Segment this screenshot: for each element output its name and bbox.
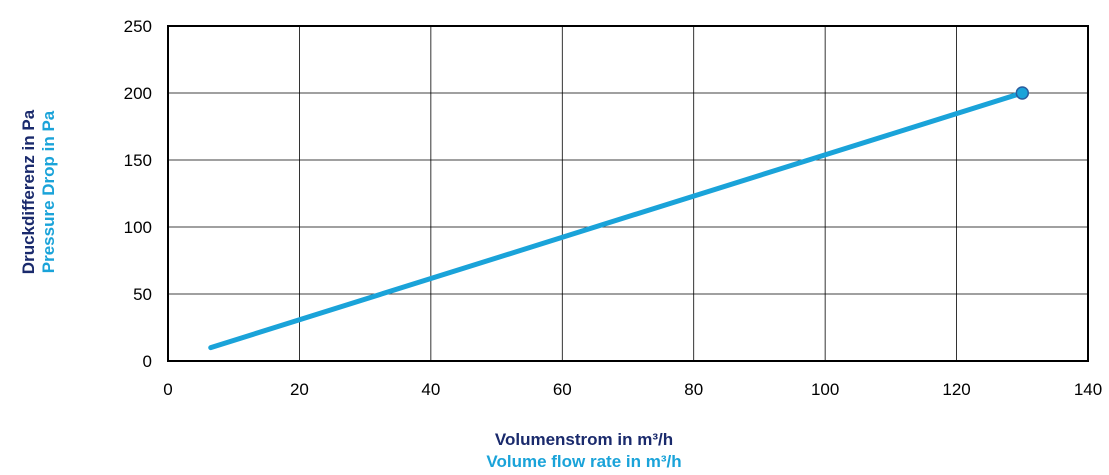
y-axis-label-en: Pressure Drop in Pa bbox=[39, 110, 58, 273]
y-tick-label: 100 bbox=[124, 218, 152, 237]
x-axis-tick-labels: 0 20 40 60 80 100 120 140 bbox=[163, 380, 1102, 399]
x-tick-label: 100 bbox=[811, 380, 839, 399]
x-axis-label-de: Volumenstrom in m³/h bbox=[495, 430, 673, 449]
x-tick-label: 20 bbox=[290, 380, 309, 399]
x-tick-label: 80 bbox=[684, 380, 703, 399]
plot-frame bbox=[167, 25, 1089, 362]
y-axis-tick-labels: 0 50 100 150 200 250 bbox=[124, 17, 152, 371]
x-tick-label: 0 bbox=[163, 380, 172, 399]
y-axis-label-de: Druckdifferenz in Pa bbox=[19, 109, 38, 274]
y-tick-label: 200 bbox=[124, 84, 152, 103]
grid bbox=[168, 26, 1088, 361]
x-tick-label: 140 bbox=[1074, 380, 1102, 399]
y-tick-label: 250 bbox=[124, 17, 152, 36]
x-tick-label: 40 bbox=[421, 380, 440, 399]
x-tick-label: 120 bbox=[942, 380, 970, 399]
y-tick-label: 150 bbox=[124, 151, 152, 170]
x-tick-label: 60 bbox=[553, 380, 572, 399]
series-line bbox=[208, 90, 1025, 351]
y-tick-label: 50 bbox=[133, 285, 152, 304]
x-axis-label-en: Volume flow rate in m³/h bbox=[486, 452, 681, 471]
y-tick-label: 0 bbox=[143, 352, 152, 371]
series-layer bbox=[208, 86, 1030, 351]
end-point-marker bbox=[1015, 86, 1030, 100]
